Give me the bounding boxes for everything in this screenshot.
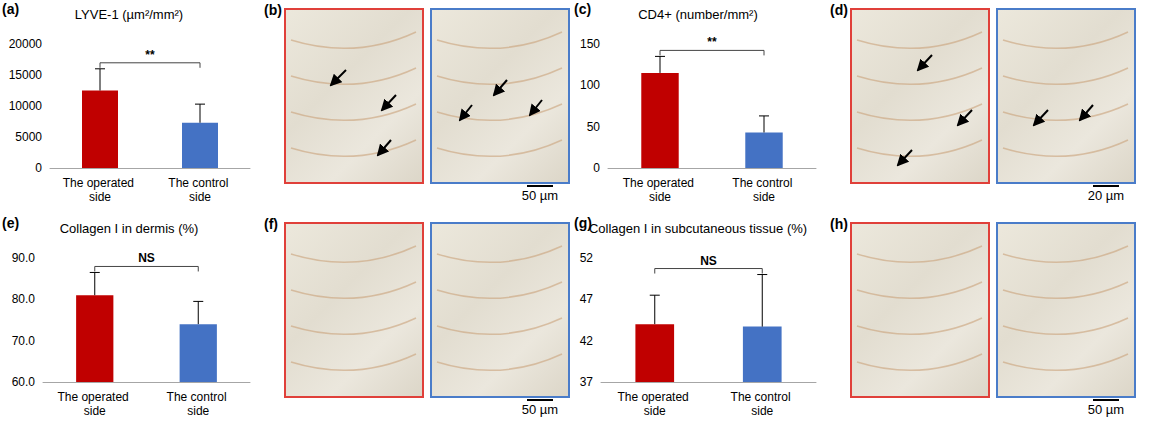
svg-text:The operated: The operated	[57, 390, 132, 404]
svg-text:NS: NS	[138, 251, 155, 265]
svg-text:80.0: 80.0	[12, 292, 36, 306]
svg-text:60.0: 60.0	[12, 375, 36, 389]
svg-text:The operated: The operated	[623, 176, 698, 190]
html-text:(b): (b)	[264, 2, 282, 18]
svg-text:The control: The control	[731, 390, 794, 404]
svg-text:side: side	[751, 404, 773, 418]
svg-text:The operated: The operated	[63, 176, 138, 190]
svg-text:side: side	[189, 190, 211, 204]
svg-text:150: 150	[580, 37, 600, 51]
svg-text:(c): (c)	[574, 1, 591, 17]
svg-text:**: **	[145, 48, 155, 62]
svg-text:side: side	[644, 404, 666, 418]
svg-text:(a): (a)	[2, 1, 19, 17]
svg-text:side: side	[649, 190, 671, 204]
html-text:(d): (d)	[830, 2, 848, 18]
svg-text:The control: The control	[167, 390, 230, 404]
svg-text:**: **	[707, 35, 717, 49]
svg-text:Collagen I in subcutaneous tis: Collagen I in subcutaneous tissue (%)	[589, 221, 807, 236]
svg-text:70.0: 70.0	[12, 334, 36, 348]
html-text:(f): (f)	[264, 216, 278, 232]
html-text:50 µm: 50 µm	[1087, 402, 1125, 417]
svg-text:side: side	[187, 404, 209, 418]
svg-text:(g): (g)	[574, 215, 592, 231]
svg-text:52: 52	[580, 251, 594, 265]
svg-text:5000: 5000	[15, 130, 42, 144]
svg-text:42: 42	[580, 334, 594, 348]
html-text:(h): (h)	[830, 216, 848, 232]
svg-text:Collagen I in dermis (%): Collagen I in dermis (%)	[60, 221, 199, 236]
svg-text:LYVE-1 (µm²/mm²): LYVE-1 (µm²/mm²)	[75, 7, 183, 22]
svg-text:side: side	[89, 190, 111, 204]
svg-text:90.0: 90.0	[12, 251, 36, 265]
svg-text:100: 100	[580, 78, 600, 92]
svg-text:NS: NS	[700, 254, 717, 268]
svg-text:0: 0	[593, 161, 600, 175]
html-text:50 µm: 50 µm	[521, 402, 559, 417]
svg-text:47: 47	[580, 292, 594, 306]
svg-text:(e): (e)	[2, 215, 19, 231]
html-text:20 µm: 20 µm	[1087, 188, 1125, 203]
svg-text:side: side	[84, 404, 106, 418]
svg-text:The control: The control	[732, 176, 795, 190]
svg-text:15000: 15000	[9, 68, 43, 82]
svg-text:side: side	[753, 190, 775, 204]
svg-text:The control: The control	[168, 176, 231, 190]
svg-text:20000: 20000	[9, 37, 43, 51]
svg-text:10000: 10000	[9, 99, 43, 113]
svg-text:CD4+ (number/mm²): CD4+ (number/mm²)	[638, 7, 758, 22]
svg-text:50: 50	[587, 120, 601, 134]
html-text:50 µm: 50 µm	[521, 188, 559, 203]
svg-text:The operated: The operated	[617, 390, 692, 404]
svg-text:37: 37	[580, 375, 594, 389]
svg-text:0: 0	[35, 161, 42, 175]
